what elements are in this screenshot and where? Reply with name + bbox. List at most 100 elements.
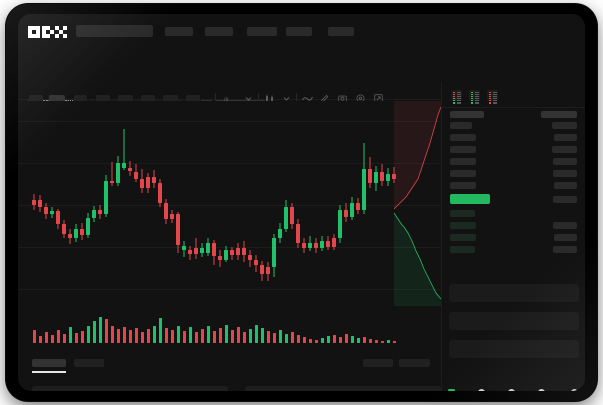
gridline-3 (18, 247, 441, 248)
orderbook-mode-bids-icon[interactable] (469, 90, 480, 104)
gridline-1 (18, 163, 441, 164)
volume-bar (273, 333, 276, 343)
orderbook-last-price-highlight[interactable] (450, 194, 490, 204)
orderbook-ask-amount-4[interactable] (553, 158, 577, 165)
volume-bar (351, 336, 354, 343)
timeframe-chip-5[interactable] (118, 95, 133, 102)
volume-bar (195, 332, 198, 343)
candle (284, 101, 288, 306)
gridline-4 (18, 289, 441, 290)
nav-item-3[interactable] (247, 27, 277, 36)
chevron-down-icon[interactable] (244, 94, 253, 103)
orderbook-bid-price-2[interactable] (450, 222, 476, 229)
candle (134, 101, 138, 306)
candle (44, 101, 48, 306)
chart-type-icon[interactable] (265, 94, 276, 103)
orderbook-ask-price-5[interactable] (450, 170, 476, 177)
chevron-down-icon-2[interactable] (282, 94, 291, 103)
orderbook-bid-price-3[interactable] (450, 234, 476, 241)
orderbook-ask-amount-2[interactable] (554, 134, 577, 141)
volume-bar (57, 330, 60, 343)
amount-slider-node-2[interactable] (478, 389, 485, 391)
volume-bar (321, 338, 324, 343)
orderbook-bid-amount-3[interactable] (554, 234, 577, 241)
nav-item-1[interactable] (165, 27, 193, 36)
volume-bar (159, 318, 162, 343)
order-price-input[interactable] (449, 284, 579, 302)
orderbook-ask-amount-1[interactable] (552, 122, 577, 129)
volume-bar (219, 328, 222, 343)
candle (362, 101, 366, 306)
candle (344, 101, 348, 306)
orderbook-bid-price-4[interactable] (450, 246, 475, 253)
candle (92, 101, 96, 306)
volume-bar (129, 330, 132, 343)
volume-bar (51, 335, 54, 343)
nav-item-5[interactable] (328, 27, 354, 36)
volume-bar (261, 328, 264, 343)
orderbook-ask-amount-3[interactable] (552, 146, 577, 153)
volume-bar (285, 334, 288, 343)
candle (296, 101, 300, 306)
search-input[interactable] (76, 25, 153, 37)
amount-slider-node-3[interactable] (508, 389, 515, 391)
orderbook-ask-price-1[interactable] (450, 122, 472, 129)
candle (314, 101, 318, 306)
timeframe-chip-6[interactable] (141, 95, 155, 102)
orderbook-ask-price-3[interactable] (450, 146, 476, 153)
nav-item-4[interactable] (286, 27, 312, 36)
volume-bar (147, 329, 150, 343)
orderbook-ask-amount-5[interactable] (553, 170, 577, 177)
volume-bar (33, 330, 36, 343)
orderbook-bid-amount-4[interactable] (553, 246, 577, 253)
candle (206, 101, 210, 306)
okx-logo[interactable] (28, 26, 67, 38)
orderbook-ask-price-4[interactable] (450, 158, 476, 165)
timeframe-chip-8[interactable] (186, 95, 200, 102)
gridline-2 (18, 205, 441, 206)
bottom-tab-right-1[interactable] (363, 359, 393, 367)
timeframe-chip-7[interactable] (163, 95, 178, 102)
orderbook-ask-amount-6[interactable] (554, 182, 577, 189)
candle (392, 101, 396, 306)
volume-bar (363, 337, 366, 343)
volume-bar (393, 341, 396, 343)
candle (218, 101, 222, 306)
bottom-tab-2[interactable] (74, 359, 104, 367)
orderbook-last-price-amount[interactable] (553, 196, 577, 203)
timeframe-chip-4[interactable] (96, 95, 110, 102)
indicators-icon[interactable]: ılı (224, 94, 237, 103)
timeframe-chip-3[interactable] (74, 95, 87, 102)
candle (194, 101, 198, 306)
amount-slider-node-4[interactable] (538, 389, 545, 391)
orderbook-mode-both-icon[interactable] (451, 90, 462, 104)
volume-chart (18, 306, 441, 351)
volume-bar (153, 326, 156, 343)
line-tool-icon[interactable] (302, 94, 313, 103)
timeframe-chip-1[interactable] (29, 95, 43, 102)
timeframe-chip-2[interactable] (49, 95, 65, 102)
pair-avatar (201, 95, 212, 106)
orderbook-mode-asks-icon[interactable] (487, 90, 498, 104)
candle (86, 101, 90, 306)
bottom-tab-1[interactable] (32, 359, 66, 367)
orderbook-bid-price-1[interactable] (450, 210, 475, 217)
candle (332, 101, 336, 306)
price-chart[interactable] (18, 101, 441, 306)
order-amount-input[interactable] (449, 312, 579, 330)
volume-bar (339, 337, 342, 343)
candle (386, 101, 390, 306)
amount-slider-node-1[interactable] (448, 389, 455, 391)
volume-bar (177, 326, 180, 343)
nav-item-2[interactable] (205, 27, 233, 36)
bottom-tab-right-2[interactable] (399, 359, 430, 367)
orderbook-ask-price-2[interactable] (450, 134, 476, 141)
candle (188, 101, 192, 306)
orderbook-col-header-amount (541, 111, 577, 118)
orderbook-bid-amount-2[interactable] (553, 222, 577, 229)
amount-slider-node-5[interactable] (571, 389, 578, 391)
candle (128, 101, 132, 306)
order-total-input[interactable] (449, 340, 579, 358)
orderbook-ask-price-6[interactable] (450, 182, 476, 189)
